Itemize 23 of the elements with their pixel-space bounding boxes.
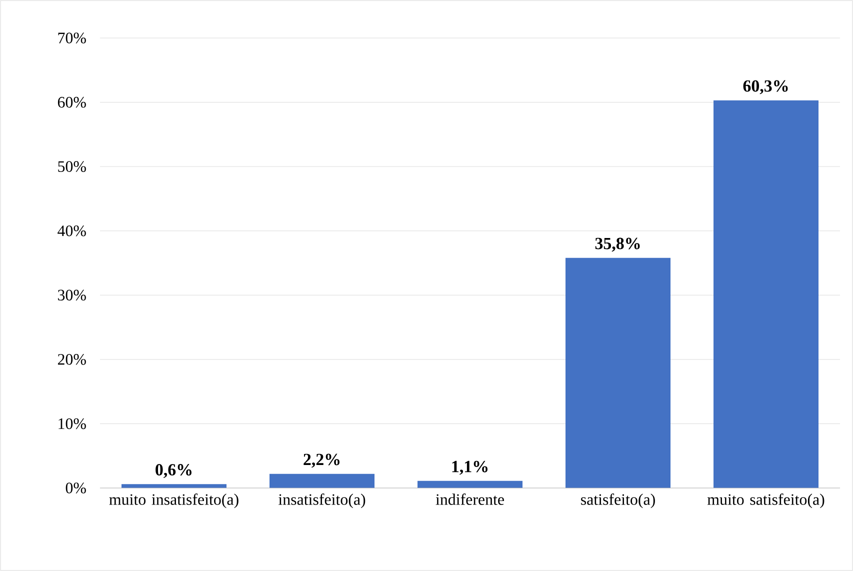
x-tick-label: satisfeito(a) <box>581 494 655 508</box>
data-label: 35,8% <box>595 238 640 252</box>
data-label: 1,1% <box>452 460 488 475</box>
x-tick-label: muito satisfeito(a) <box>707 494 824 508</box>
bar <box>122 484 226 488</box>
y-tick-label: 60% <box>58 96 86 108</box>
bar <box>566 258 671 488</box>
y-tick-label: 0% <box>66 482 86 494</box>
y-tick-label: 70% <box>58 32 86 44</box>
y-tick-label: 30% <box>58 290 86 301</box>
y-tick-label: 50% <box>58 161 86 172</box>
y-tick-label: 20% <box>58 354 86 365</box>
x-tick-label: indiferente <box>436 494 504 505</box>
bar <box>418 480 523 488</box>
bar <box>270 474 375 488</box>
data-label: 2,2% <box>304 454 340 468</box>
y-tick-label: 10% <box>58 418 86 430</box>
data-label: 60,3% <box>743 80 788 94</box>
data-label: 0,6% <box>156 464 192 478</box>
bar <box>714 100 819 488</box>
y-tick-label: 40% <box>58 225 86 236</box>
x-tick-label: muito insatisfeito(a) <box>109 494 238 508</box>
x-tick-label: insatisfeito(a) <box>278 494 366 508</box>
